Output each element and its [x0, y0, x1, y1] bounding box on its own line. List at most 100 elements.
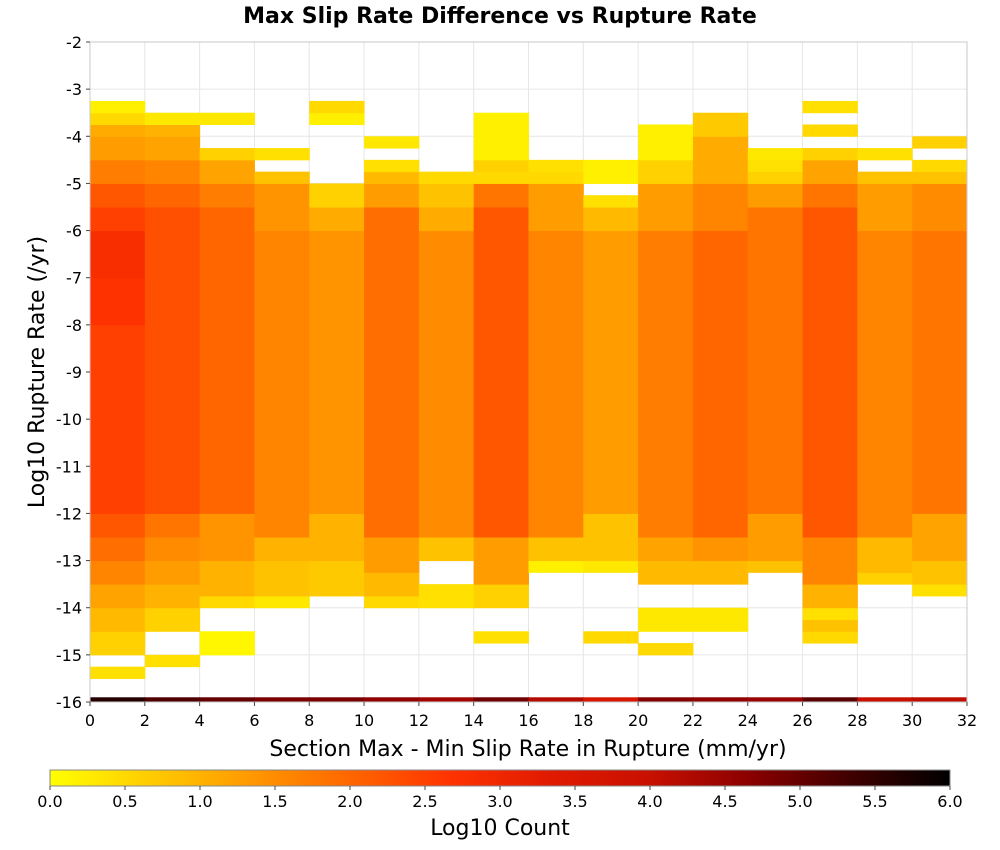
heatmap-cell-bottom: [364, 697, 420, 702]
x-tick-label: 26: [792, 711, 812, 730]
colorbar-gradient: [49, 769, 951, 787]
heatmap-cell: [418, 207, 475, 232]
colorbar-tick-label: 1.5: [262, 792, 287, 811]
heatmap-cell: [857, 230, 913, 538]
heatmap-cell: [254, 595, 310, 609]
heatmap-cell: [144, 183, 201, 208]
heatmap-cell: [638, 183, 694, 232]
heatmap-cell: [912, 183, 968, 232]
heatmap-cell-bottom: [90, 697, 146, 702]
heatmap-cell: [747, 183, 804, 208]
heatmap-cell: [199, 513, 255, 562]
heatmap-cell-bottom: [747, 697, 804, 702]
heatmap-cell: [254, 148, 310, 161]
y-tick-label: -11: [56, 457, 82, 476]
colorbar-tick-label: 3.5: [562, 792, 587, 811]
heatmap-cell: [692, 230, 749, 538]
x-tick-label: 4: [195, 711, 205, 730]
heatmap-cell: [144, 207, 201, 514]
y-tick-label: -16: [56, 693, 82, 712]
x-tick-label: 24: [738, 711, 758, 730]
x-tick-label: 2: [140, 711, 150, 730]
heatmap-cell: [747, 171, 804, 184]
heatmap-cell: [692, 607, 749, 632]
x-axis-label: Section Max - Min Slip Rate in Rupture (…: [269, 737, 786, 762]
colorbar-tick-label: 0.5: [112, 792, 137, 811]
heatmap-cell: [254, 560, 310, 597]
colorbar-ticks: 0.0 0.5 1.0 1.5 2.0 2.5 3.0 3.5 4.0 4.5 5.0 5.5 6.0: [37, 786, 963, 811]
heatmap-cell: [802, 159, 858, 184]
x-tick-label: 16: [518, 711, 538, 730]
y-tick-label: -10: [56, 410, 82, 429]
y-tick-label: -7: [66, 269, 82, 288]
x-tick-label: 30: [902, 711, 922, 730]
heatmap-cell: [638, 560, 694, 585]
heatmap-cells: [90, 100, 968, 702]
heatmap-cell: [912, 230, 968, 514]
heatmap-cell: [418, 171, 475, 184]
heatmap-cell: [364, 207, 420, 538]
heatmap-cell-bottom: [857, 697, 913, 702]
heatmap-cell: [802, 537, 858, 585]
colorbar-label: Log10 Count: [430, 816, 570, 841]
heatmap-cell: [583, 159, 639, 184]
y-axis-ticks: -2 -3 -4 -5 -6 -7 -8 -9 -10 -11 -12 -13 -14 -15 -16: [56, 33, 90, 712]
heatmap-cell: [90, 560, 146, 585]
heatmap-cell: [583, 230, 639, 514]
y-tick-label: -14: [56, 599, 82, 618]
heatmap-cell: [692, 537, 749, 562]
x-tick-label: 22: [683, 711, 703, 730]
heatmap-cell: [144, 560, 201, 585]
x-tick-label: 8: [304, 711, 314, 730]
heatmap-cell: [90, 183, 146, 208]
heatmap-cell: [144, 654, 201, 668]
x-tick-label: 18: [573, 711, 593, 730]
heatmap-cell: [309, 100, 365, 114]
heatmap-cell: [309, 560, 365, 597]
heatmap-cell: [254, 171, 310, 184]
heatmap-cell: [638, 230, 694, 538]
heatmap-cell: [802, 148, 858, 161]
heatmap-cell: [583, 513, 639, 562]
heatmap-cell: [199, 159, 255, 184]
x-tick-label: 20: [628, 711, 648, 730]
colorbar-tick-label: 0.0: [37, 792, 62, 811]
heatmap-cell: [364, 537, 420, 573]
heatmap-cell: [802, 607, 858, 620]
chart-title: Max Slip Rate Difference vs Rupture Rate: [243, 4, 757, 29]
heatmap-cell: [90, 112, 146, 125]
heatmap-cell: [364, 572, 420, 597]
plot-area: [89, 41, 968, 703]
heatmap-cell: [857, 148, 913, 161]
heatmap-cell-bottom: [473, 697, 529, 702]
heatmap-cell: [528, 171, 584, 184]
colorbar-tick-label: 6.0: [937, 792, 962, 811]
heatmap-cell: [144, 537, 201, 562]
y-tick-label: -5: [66, 174, 82, 193]
x-tick-label: 10: [354, 711, 374, 730]
heatmap-cell-bottom: [802, 697, 858, 702]
x-tick-label: 14: [464, 711, 484, 730]
heatmap-cell: [254, 537, 310, 562]
x-tick-label: 6: [249, 711, 259, 730]
heatmap-cell: [857, 183, 913, 232]
heatmap-cell: [364, 183, 420, 208]
heatmap-cell: [802, 124, 858, 137]
heatmap-cell-bottom: [583, 697, 639, 702]
heatmap-cell: [364, 136, 420, 149]
heatmap-cell: [144, 584, 201, 609]
heatmap-cell: [473, 207, 529, 538]
heatmap-cell: [747, 513, 804, 562]
colorbar-tick-label: 5.5: [862, 792, 887, 811]
heatmap-cell: [638, 159, 694, 184]
heatmap-cell: [90, 100, 146, 114]
heatmap-cell: [528, 183, 584, 232]
heatmap-cell-bottom: [144, 697, 201, 702]
heatmap-cell: [309, 183, 365, 208]
heatmap-cell-bottom: [309, 697, 365, 702]
y-tick-label: -4: [66, 127, 82, 146]
heatmap-cell: [144, 112, 201, 125]
heatmap-cell: [583, 207, 639, 232]
heatmap-cell: [912, 159, 968, 173]
